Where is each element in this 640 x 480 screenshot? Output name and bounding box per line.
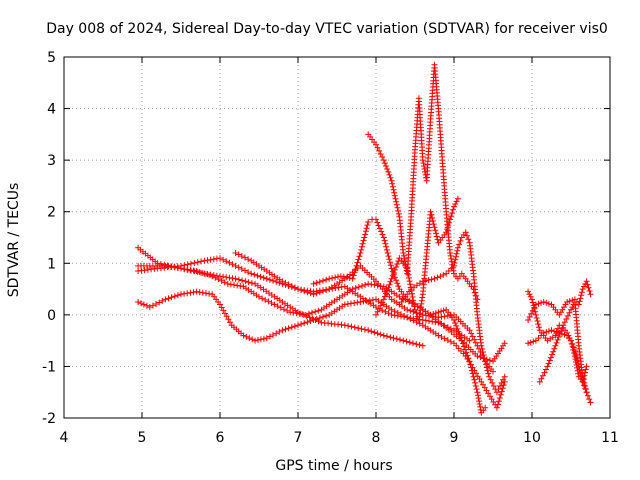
series-track-9 [396, 229, 508, 396]
y-tick-label: 3 [47, 153, 56, 169]
grid-layer [64, 57, 610, 418]
series-track-5 [232, 250, 496, 375]
tick-layer: 4 5 6 7 8 9 10 11 -2 -1 0 1 2 3 4 5 [42, 50, 619, 446]
series-track-4 [135, 288, 508, 411]
x-tick-label: 10 [523, 430, 541, 446]
chart-title: Day 008 of 2024, Sidereal Day-to-day VTE… [46, 21, 608, 37]
y-tick-label: 0 [47, 308, 56, 324]
data-layer [135, 61, 594, 416]
data-points [135, 262, 508, 365]
y-tick-label: 5 [47, 50, 56, 66]
data-points [365, 61, 481, 303]
series-track-8 [373, 195, 461, 323]
data-points [232, 250, 496, 375]
data-points [525, 327, 594, 406]
x-tick-label: 8 [372, 430, 381, 446]
y-tick-label: 2 [47, 205, 56, 221]
y-tick-label: 1 [47, 256, 56, 272]
series-track-12 [525, 327, 594, 406]
series-track-7 [365, 61, 481, 303]
x-axis-title: GPS time / hours [275, 458, 392, 474]
y-tick-label: -2 [42, 411, 56, 427]
data-points [536, 299, 590, 396]
x-tick-label: 11 [601, 430, 619, 446]
series-track-13 [536, 299, 590, 396]
data-points [310, 216, 489, 416]
y-tick-label: 4 [47, 102, 56, 118]
series-track-11 [525, 278, 594, 323]
x-tick-label: 6 [216, 430, 225, 446]
plot-frame [63, 56, 611, 419]
x-tick-label: 5 [138, 430, 147, 446]
x-tick-label: 4 [60, 430, 69, 446]
x-tick-label: 9 [450, 430, 459, 446]
data-points [525, 278, 594, 323]
series-track-3 [135, 262, 508, 365]
data-points [396, 229, 508, 396]
data-points [373, 195, 461, 323]
y-axis-title: SDTVAR / TECUs [6, 183, 22, 298]
series-track-6 [310, 216, 489, 416]
data-points [135, 288, 508, 411]
x-tick-label: 7 [294, 430, 303, 446]
y-tick-label: -1 [42, 359, 56, 375]
